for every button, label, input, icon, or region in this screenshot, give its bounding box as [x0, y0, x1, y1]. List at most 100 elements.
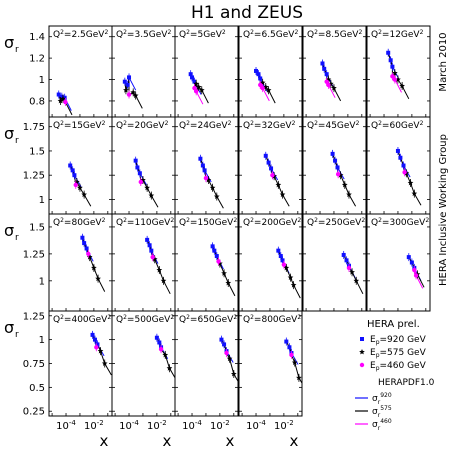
panel-content [133, 156, 159, 208]
data-point [258, 76, 263, 81]
panel-frame [238, 310, 303, 417]
data-point [225, 279, 232, 286]
panel: Q2=8.5GeV2 [302, 25, 367, 118]
data-point [353, 277, 360, 284]
data-point [123, 87, 129, 93]
x-tick-label: 10-2 [274, 419, 294, 432]
data-point [222, 342, 227, 347]
figure-title: H1 and ZEUS [191, 3, 303, 23]
data-point [407, 179, 414, 186]
panel-q2-label: Q2=250GeV2 [307, 217, 365, 228]
data-point [127, 75, 132, 80]
panel-content [68, 161, 92, 207]
panel-content [320, 59, 342, 102]
panel: Q2=800GeV2 [238, 310, 303, 417]
data-point [145, 237, 150, 242]
panel: Q2=2.5GeV2 [48, 25, 113, 118]
data-point [296, 374, 302, 381]
data-point [62, 95, 67, 100]
data-point [263, 153, 268, 158]
data-point [158, 346, 164, 352]
data-point [335, 172, 341, 177]
legend-data-label: Ep=575 GeV [370, 348, 427, 359]
data-point [162, 351, 169, 358]
legend-fit-header: HERAPDF1.0 [378, 378, 435, 388]
data-point [230, 371, 237, 377]
data-point [226, 355, 233, 362]
data-point [291, 359, 298, 365]
y-tick-label: 1.5 [29, 146, 45, 157]
panel: Q2=150GeV2 [174, 213, 239, 312]
data-point [221, 270, 227, 276]
data-point [198, 156, 203, 161]
data-point [398, 155, 403, 160]
data-point [331, 85, 337, 91]
panel-content [276, 246, 301, 299]
data-point [95, 342, 100, 347]
data-point [390, 74, 395, 79]
data-point [213, 193, 220, 199]
y-tick-label: 1 [39, 195, 45, 206]
data-point [90, 332, 95, 337]
panel-content [406, 253, 425, 289]
side-label-date: March 2010 [438, 32, 449, 91]
panel-q2-label: Q2=5GeV2 [179, 29, 226, 40]
data-point [209, 184, 216, 191]
y-axis-label: σ [4, 221, 14, 240]
data-point [386, 50, 391, 55]
panel-content [330, 149, 357, 207]
data-point [200, 163, 205, 168]
panel-content [263, 151, 290, 207]
data-point [135, 165, 140, 170]
panel-content [254, 66, 276, 104]
data-point [126, 92, 132, 97]
data-point [278, 254, 283, 259]
legend-fit-label: σr920 [372, 392, 392, 406]
data-point [156, 267, 163, 273]
panel-q2-label: Q2=300GeV2 [371, 217, 429, 228]
data-point [337, 172, 344, 178]
legend-marker-920 [360, 337, 364, 341]
fit-curve-575 [146, 239, 171, 295]
data-point [333, 158, 338, 163]
x-axis-label: x [226, 432, 235, 450]
data-point [77, 184, 83, 191]
data-point [216, 259, 221, 264]
panel-content [341, 250, 364, 295]
panel-content [198, 154, 224, 209]
data-point [324, 72, 329, 77]
panel-content [145, 235, 171, 295]
data-point [254, 68, 259, 73]
data-point [280, 258, 285, 263]
data-point [101, 360, 108, 366]
x-tick-label: 10-4 [182, 419, 202, 432]
panel-content [154, 333, 175, 379]
x-axis-label: x [290, 432, 299, 450]
panel-grid: σ r0.811.21.4σ r11.251.51.75σ r11.251.5σ r0.… [4, 25, 431, 450]
x-tick-label: 10-2 [84, 419, 104, 432]
data-point [412, 267, 417, 273]
panel-frame [238, 116, 303, 215]
legend-marker-460 [359, 362, 365, 368]
data-point [406, 255, 411, 260]
data-point [290, 282, 297, 288]
panel-q2-label: Q2=15GeV2 [53, 120, 106, 131]
panel-frame [302, 116, 367, 215]
data-point [192, 85, 197, 91]
data-point [210, 244, 215, 249]
x-tick-label: 10-2 [147, 419, 167, 432]
data-point [57, 97, 64, 104]
x-axis-label: x [100, 432, 109, 450]
data-point [346, 265, 352, 271]
panel-content [188, 70, 209, 105]
data-point [388, 58, 393, 63]
data-point [188, 72, 193, 77]
data-point [219, 337, 224, 342]
y-tick-label: 1 [39, 75, 45, 86]
legend-data-header: HERA prel. [367, 319, 420, 330]
data-point [91, 264, 97, 271]
data-point [260, 85, 265, 91]
panel-content [386, 48, 410, 100]
panel-frame [111, 213, 176, 312]
